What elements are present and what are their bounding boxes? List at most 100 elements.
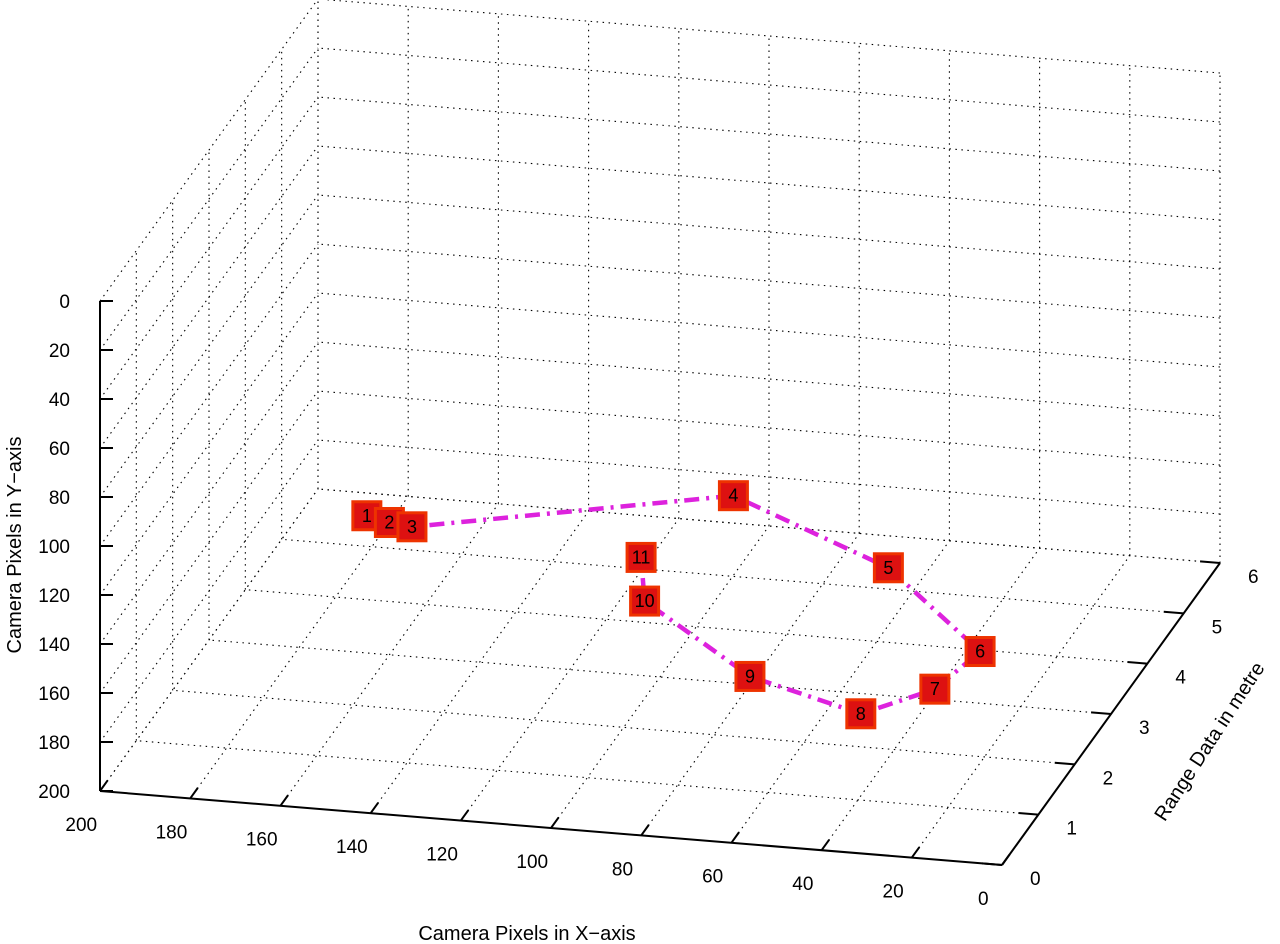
point-label: 5: [883, 558, 893, 578]
y-tick-label: 80: [49, 488, 70, 509]
point-label: 4: [728, 486, 738, 506]
marker-square: [872, 552, 904, 584]
x-tick-label: 60: [702, 867, 723, 888]
x-tick-label: 200: [65, 815, 97, 836]
grid-back-y-20: [317, 47, 1221, 123]
data-point-11: 11: [625, 541, 657, 573]
axis-ticks: 0204060801001201401601802000204060801001…: [38, 292, 1258, 910]
grid-back-y-160: [317, 390, 1221, 466]
z-tick-label: 0: [1030, 869, 1041, 890]
x-tick-label: 120: [426, 845, 458, 866]
grid-floor-z-5: [281, 538, 1184, 614]
data-series: 1 2 3 4 5 6 7 8 9 10 11: [351, 480, 996, 730]
y-tick-label: 120: [38, 586, 70, 607]
grid-back-y-200: [317, 488, 1221, 564]
x-tick-label: 140: [336, 837, 368, 858]
grid-floor-x-160: [279, 503, 499, 807]
grid-lines: [99, 0, 1221, 866]
x-tick-100: [550, 816, 560, 829]
y-tick-label: 100: [38, 537, 70, 558]
y-tick-label: 180: [38, 733, 70, 754]
marker-square: [964, 636, 996, 668]
x-tick-60: [730, 831, 740, 844]
grid-floor-x-60: [730, 540, 950, 844]
z-tick-3: [1090, 711, 1112, 715]
grid-floor-z-3: [208, 639, 1112, 715]
x-tick-0: [1001, 853, 1011, 866]
grid-back-y-100: [317, 243, 1221, 319]
x-tick-20: [910, 846, 921, 859]
grid-floor-x-120: [460, 518, 680, 821]
x-tick-label: 80: [612, 859, 633, 880]
point-label: 10: [635, 591, 655, 611]
x-tick-40: [820, 839, 831, 851]
point-label: 2: [384, 513, 394, 533]
y-tick-label: 200: [38, 782, 70, 803]
data-point-7: 7: [919, 673, 951, 705]
data-point-4: 4: [717, 480, 749, 512]
x-tick-80: [640, 824, 650, 836]
z-axis-title: Range Data in metre: [1150, 658, 1269, 825]
series-line-1: [366, 493, 984, 717]
x-axis-title: Camera Pixels in X−axis: [418, 923, 635, 944]
z-tick-label: 2: [1103, 768, 1114, 789]
data-point-8: 8: [845, 698, 877, 730]
y-tick-label: 0: [59, 292, 70, 313]
z-tick-0: [981, 862, 1003, 866]
grid-left-y-100: [99, 243, 319, 547]
y-tick-label: 60: [49, 439, 70, 460]
x-tick-200: [99, 779, 109, 792]
point-label: 11: [632, 547, 651, 567]
x-tick-label: 20: [883, 882, 904, 903]
y-tick-label: 160: [38, 684, 70, 705]
point-label: 6: [975, 642, 985, 662]
x-tick-label: 0: [978, 889, 989, 910]
z-tick-label: 1: [1066, 819, 1077, 840]
grid-floor-x-140: [370, 510, 590, 814]
grid-left-y-0: [99, 0, 318, 302]
grid-left-y-160: [99, 390, 319, 694]
grid-left-y-120: [99, 292, 319, 596]
x-tick-label: 100: [516, 852, 548, 873]
grid-left-y-20: [99, 47, 319, 351]
data-point-9: 9: [734, 660, 766, 692]
z-tick-4: [1127, 661, 1148, 665]
grid-back-y-120: [317, 292, 1221, 368]
point-label: 7: [930, 679, 940, 699]
grid-back-y-0: [323, 0, 1221, 74]
grid-floor-x-100: [550, 525, 770, 829]
z-tick-6: [1199, 560, 1221, 564]
x-tick-160: [279, 794, 289, 807]
grid-back-y-140: [317, 341, 1221, 417]
y-tick-label: 40: [49, 390, 70, 411]
grid-back-y-80: [317, 194, 1221, 270]
point-label: 3: [407, 517, 417, 537]
y-axis-title: Camera Pixels in Y−axis: [4, 437, 26, 654]
axes: [99, 301, 1221, 866]
grid-back-y-60: [317, 145, 1221, 221]
z-tick-label: 6: [1248, 567, 1259, 588]
grid-left-y-140: [99, 341, 319, 645]
grid-left-y-40: [99, 96, 319, 400]
point-label: 1: [362, 506, 372, 526]
data-point-6: 6: [964, 636, 996, 668]
x-tick-180: [189, 787, 199, 799]
y-tick-label: 140: [38, 635, 70, 656]
marker-square: [625, 541, 657, 573]
z-tick-label: 5: [1212, 617, 1223, 638]
point-label: 8: [856, 704, 866, 724]
data-point-3: 3: [396, 511, 428, 543]
z-tick-label: 3: [1139, 718, 1150, 739]
point-label: 9: [745, 666, 755, 686]
marker-square: [629, 585, 661, 617]
x-tick-120: [459, 809, 470, 822]
z-tick-5: [1163, 610, 1184, 615]
marker-square: [845, 698, 877, 730]
marker-square: [717, 480, 749, 512]
z-tick-label: 4: [1175, 668, 1186, 689]
marker-square: [396, 511, 428, 543]
z-tick-2: [1054, 761, 1075, 766]
marker-square: [919, 673, 951, 705]
grid-back-y-40: [317, 96, 1221, 172]
